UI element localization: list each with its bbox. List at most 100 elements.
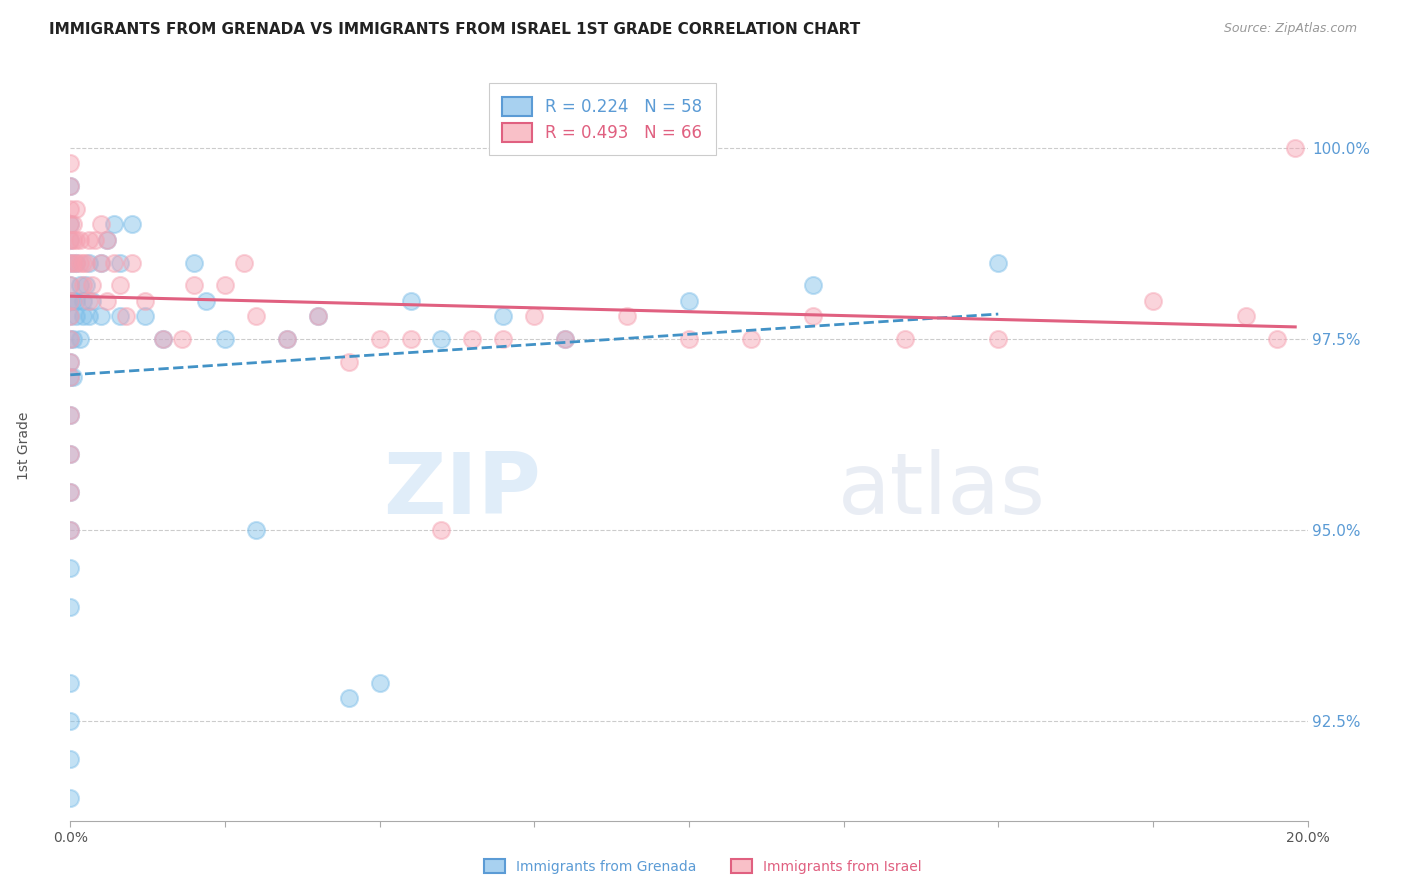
Text: 1st Grade: 1st Grade <box>17 412 31 480</box>
Point <box>276 332 298 346</box>
Point <box>59 676 82 690</box>
Point <box>1234 309 1257 323</box>
Point <box>121 255 143 269</box>
Point <box>59 447 82 461</box>
Point <box>368 332 391 346</box>
Point <box>59 714 82 729</box>
Point <box>59 409 82 423</box>
Point <box>59 233 82 247</box>
Point <box>77 233 100 247</box>
Point <box>59 179 82 194</box>
Point <box>108 255 131 269</box>
Point <box>59 179 82 194</box>
Point <box>59 447 82 461</box>
Point <box>80 293 103 308</box>
Point <box>245 309 267 323</box>
Point <box>368 676 391 690</box>
Point <box>62 293 84 308</box>
Point <box>115 309 138 323</box>
Point <box>554 332 576 346</box>
Point <box>72 278 94 293</box>
Point <box>337 691 360 706</box>
Point <box>72 293 94 308</box>
Point <box>90 217 112 231</box>
Point <box>134 309 156 323</box>
Point <box>232 255 254 269</box>
Legend: Immigrants from Grenada, Immigrants from Israel: Immigrants from Grenada, Immigrants from… <box>477 852 929 880</box>
Point <box>59 561 82 575</box>
Point <box>183 255 205 269</box>
Point <box>80 278 103 293</box>
Point <box>59 370 82 384</box>
Point <box>59 309 82 323</box>
Point <box>75 278 97 293</box>
Point <box>337 355 360 369</box>
Point <box>69 332 91 346</box>
Point <box>399 332 422 346</box>
Point <box>59 355 82 369</box>
Point <box>554 332 576 346</box>
Point <box>103 255 125 269</box>
Point <box>399 293 422 308</box>
Point <box>62 233 84 247</box>
Point <box>894 332 917 346</box>
Point <box>59 293 82 308</box>
Point <box>59 278 82 293</box>
Point <box>59 752 82 766</box>
Point <box>59 202 82 216</box>
Point <box>72 309 94 323</box>
Point <box>65 293 87 308</box>
Point <box>65 309 87 323</box>
Point <box>96 233 118 247</box>
Point <box>195 293 218 308</box>
Point <box>307 309 329 323</box>
Point <box>59 255 82 269</box>
Point <box>96 293 118 308</box>
Point <box>430 332 453 346</box>
Point <box>492 332 515 346</box>
Point <box>108 278 131 293</box>
Point <box>678 293 700 308</box>
Point <box>121 217 143 231</box>
Text: IMMIGRANTS FROM GRENADA VS IMMIGRANTS FROM ISRAEL 1ST GRADE CORRELATION CHART: IMMIGRANTS FROM GRENADA VS IMMIGRANTS FR… <box>49 22 860 37</box>
Point <box>65 202 87 216</box>
Point <box>59 332 82 346</box>
Point <box>987 332 1010 346</box>
Text: atlas: atlas <box>838 450 1046 533</box>
Point <box>77 255 100 269</box>
Point <box>59 484 82 499</box>
Point <box>152 332 174 346</box>
Point <box>430 523 453 537</box>
Point <box>492 309 515 323</box>
Point <box>152 332 174 346</box>
Point <box>77 309 100 323</box>
Point <box>103 217 125 231</box>
Point <box>59 217 82 231</box>
Point <box>75 255 97 269</box>
Point <box>59 278 82 293</box>
Point <box>1265 332 1288 346</box>
Point <box>77 293 100 308</box>
Point <box>59 599 82 614</box>
Point <box>59 523 82 537</box>
Point <box>59 370 82 384</box>
Point <box>276 332 298 346</box>
Point <box>96 233 118 247</box>
Point <box>214 278 236 293</box>
Point <box>59 332 82 346</box>
Point <box>65 255 87 269</box>
Point <box>245 523 267 537</box>
Point <box>616 309 638 323</box>
Point <box>59 156 82 170</box>
Point <box>65 233 87 247</box>
Point <box>1284 141 1306 155</box>
Point <box>62 370 84 384</box>
Point <box>59 409 82 423</box>
Point <box>307 309 329 323</box>
Point <box>59 233 82 247</box>
Point <box>62 255 84 269</box>
Point <box>59 484 82 499</box>
Point <box>84 233 107 247</box>
Point <box>90 255 112 269</box>
Point <box>170 332 193 346</box>
